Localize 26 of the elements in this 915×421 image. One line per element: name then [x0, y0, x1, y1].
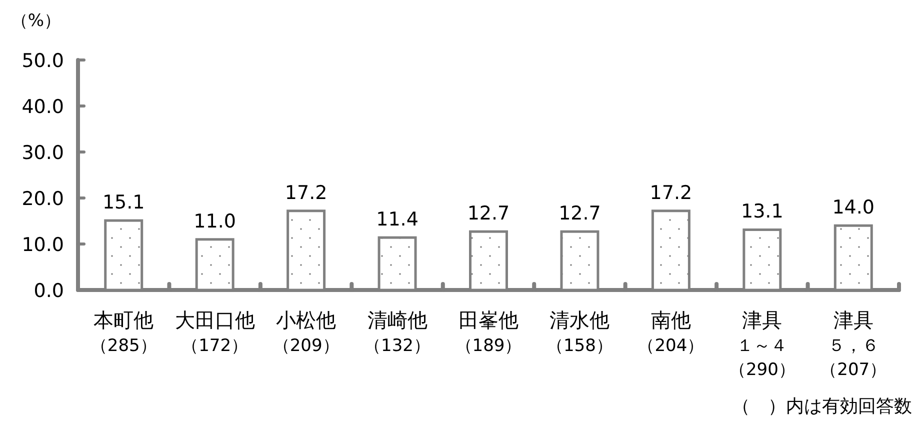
data-label: 11.0	[194, 210, 236, 232]
y-tick-label: 10.0	[22, 234, 64, 256]
data-label: 15.1	[102, 192, 145, 214]
x-tick-label: 清水他（158）	[546, 308, 613, 356]
x-tick-label: 田峯他（189）	[455, 308, 522, 356]
x-tick-label: 津具５，６（207）	[820, 308, 887, 380]
data-label: 13.1	[741, 200, 784, 223]
x-tick-label: 南他（204）	[638, 308, 704, 356]
data-label: 17.2	[650, 182, 692, 204]
y-tick-label: 30.0	[22, 142, 64, 164]
data-label: 12.7	[467, 202, 510, 225]
text: （ ）内は有効回答数	[732, 396, 912, 417]
x-tick-label: 清崎他（132）	[364, 308, 431, 356]
data-label: 12.7	[558, 202, 601, 225]
y-tick-label: 20.0	[22, 188, 64, 210]
data-label: 17.2	[284, 182, 328, 204]
x-tick-label: 小松他（209）	[272, 308, 340, 356]
y-tick-label: 0.0	[34, 280, 64, 302]
x-tick-label: 本町他（285）	[90, 308, 157, 356]
x-tick-label: 大田口他（172）	[174, 308, 255, 356]
y-tick-label: 40.0	[22, 96, 64, 118]
y-tick-label: 50.0	[22, 50, 64, 72]
x-tick-label: 津具１～４（290）	[728, 308, 796, 380]
data-label: 14.0	[832, 196, 875, 219]
data-label: 11.4	[376, 208, 418, 231]
y-axis-title: （%）	[10, 11, 62, 31]
